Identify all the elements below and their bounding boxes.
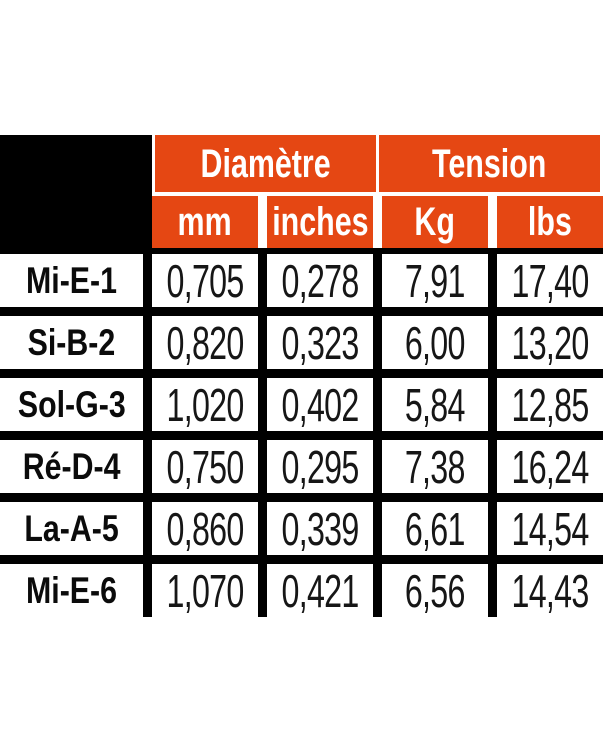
- cell-kg: 6,56: [405, 564, 466, 617]
- row-label: Ré-D-4: [22, 446, 121, 487]
- column-divider: [373, 564, 382, 617]
- table-corner-cell: [0, 135, 152, 248]
- column-divider: [258, 564, 267, 617]
- cell-mm: 0,705: [166, 254, 244, 307]
- column-divider: [143, 440, 152, 493]
- column-header-label: inches: [271, 200, 369, 244]
- table-row: Sol-G-3 1,020 0,402 5,84 12,85: [0, 378, 603, 431]
- column-divider: [373, 254, 382, 307]
- header-group-label: Tension: [432, 141, 547, 186]
- column-divider: [143, 254, 152, 307]
- cell-kg: 7,38: [405, 440, 466, 493]
- column-divider: [258, 316, 267, 369]
- cell-lbs: 14,54: [511, 502, 589, 555]
- cell-lbs: 13,20: [511, 316, 589, 369]
- cell-inches: 0,402: [281, 378, 359, 431]
- column-divider: [488, 316, 497, 369]
- column-header-mm: mm: [152, 196, 258, 248]
- header-group-label: Diamètre: [200, 141, 331, 186]
- column-divider: [373, 502, 382, 555]
- header-group-tension: Tension: [379, 135, 600, 192]
- header-divider: [0, 248, 603, 254]
- column-divider: [373, 378, 382, 431]
- cell-inches: 0,278: [281, 254, 359, 307]
- column-divider: [258, 254, 267, 307]
- cell-mm: 0,820: [166, 316, 244, 369]
- column-divider: [143, 564, 152, 617]
- column-header-kg: Kg: [382, 196, 488, 248]
- column-header-lbs: lbs: [497, 196, 603, 248]
- cell-mm: 0,860: [166, 502, 244, 555]
- table-row: Si-B-2 0,820 0,323 6,00 13,20: [0, 316, 603, 369]
- column-divider: [143, 316, 152, 369]
- column-header-label: mm: [177, 200, 233, 244]
- cell-mm: 1,070: [166, 564, 244, 617]
- table-row: Mi-E-6 1,070 0,421 6,56 14,43: [0, 564, 603, 617]
- column-header-label: Kg: [414, 200, 456, 244]
- column-divider: [488, 502, 497, 555]
- string-spec-table: Diamètre Tension mm inches Kg lbs Mi-E-1…: [0, 135, 603, 617]
- cell-inches: 0,421: [281, 564, 359, 617]
- row-divider: [0, 555, 603, 564]
- cell-inches: 0,295: [281, 440, 359, 493]
- cell-kg: 7,91: [405, 254, 466, 307]
- cell-mm: 0,750: [166, 440, 244, 493]
- row-divider: [0, 431, 603, 440]
- cell-lbs: 14,43: [511, 564, 589, 617]
- column-divider: [488, 378, 497, 431]
- column-divider: [488, 440, 497, 493]
- column-divider: [258, 502, 267, 555]
- cell-inches: 0,323: [281, 316, 359, 369]
- row-label: Sol-G-3: [17, 384, 126, 425]
- cell-inches: 0,339: [281, 502, 359, 555]
- table-row: Ré-D-4 0,750 0,295 7,38 16,24: [0, 440, 603, 493]
- column-header-label: lbs: [528, 200, 572, 244]
- row-label: Mi-E-1: [25, 260, 118, 301]
- column-divider: [258, 440, 267, 493]
- cell-kg: 5,84: [405, 378, 466, 431]
- column-divider: [488, 564, 497, 617]
- cell-mm: 1,020: [166, 378, 244, 431]
- cell-lbs: 17,40: [511, 254, 589, 307]
- row-divider: [0, 369, 603, 378]
- cell-lbs: 12,85: [511, 378, 589, 431]
- column-divider: [488, 254, 497, 307]
- column-divider: [258, 378, 267, 431]
- cell-kg: 6,61: [405, 502, 466, 555]
- header-group-diametre: Diamètre: [155, 135, 376, 192]
- column-divider: [143, 502, 152, 555]
- column-divider: [143, 378, 152, 431]
- table-row: Mi-E-1 0,705 0,278 7,91 17,40: [0, 254, 603, 307]
- row-divider: [0, 493, 603, 502]
- row-label: Si-B-2: [27, 322, 116, 363]
- row-divider: [0, 307, 603, 316]
- column-divider: [373, 440, 382, 493]
- cell-lbs: 16,24: [511, 440, 589, 493]
- row-label: Mi-E-6: [25, 570, 118, 611]
- column-header-inches: inches: [267, 196, 373, 248]
- table-row: La-A-5 0,860 0,339 6,61 14,54: [0, 502, 603, 555]
- column-divider: [373, 316, 382, 369]
- cell-kg: 6,00: [405, 316, 466, 369]
- row-label: La-A-5: [24, 508, 119, 549]
